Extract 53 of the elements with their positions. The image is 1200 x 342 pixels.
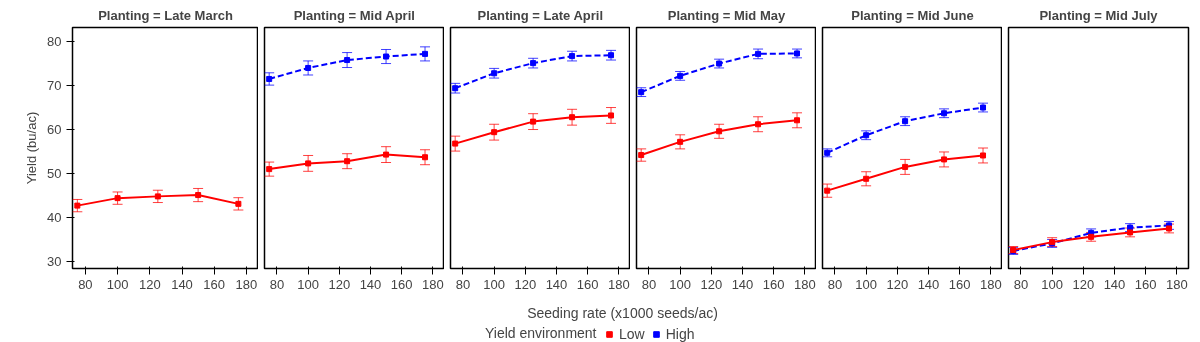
- x-tick-label: 100: [483, 276, 505, 292]
- x-tick-label: 120: [138, 276, 161, 292]
- chart-title: Planting = Mid July: [1039, 7, 1159, 23]
- y-tick-label: 50: [47, 166, 62, 182]
- x-tick-label: 80: [269, 276, 285, 292]
- x-tick-label: 140: [917, 276, 940, 292]
- x-tick-label: 160: [762, 276, 785, 292]
- x-tick-label: 80: [641, 276, 657, 292]
- x-tick-label: 120: [700, 276, 723, 292]
- chart-title: Planting = Late April: [477, 7, 604, 23]
- x-tick-label: 80: [455, 276, 471, 292]
- legend-label: Low: [619, 326, 645, 342]
- y-axis-title: Yield (bu/ac): [24, 111, 40, 185]
- y-tick-label: 70: [47, 78, 62, 94]
- x-tick-label: 180: [607, 276, 630, 292]
- y-tick-label: 80: [47, 34, 62, 50]
- x-tick-label: 160: [948, 276, 971, 292]
- x-tick-label: 80: [827, 276, 843, 292]
- x-tick-label: 180: [235, 276, 258, 292]
- x-tick-label: 120: [514, 276, 537, 292]
- x-tick-label: 120: [886, 276, 909, 292]
- x-tick-label: 180: [793, 276, 816, 292]
- x-tick-label: 140: [1103, 276, 1126, 292]
- x-axis-title: Seeding rate (x1000 seeds/ac): [527, 304, 718, 321]
- x-tick-label: 100: [1041, 276, 1063, 292]
- x-tick-label: 160: [576, 276, 599, 292]
- x-tick-label: 100: [106, 276, 129, 292]
- x-tick-label: 80: [1013, 276, 1029, 292]
- legend-label: High: [665, 326, 695, 342]
- x-tick-label: 140: [171, 276, 193, 292]
- x-tick-label: 140: [545, 276, 568, 292]
- x-tick-label: 120: [1072, 276, 1095, 292]
- y-tick-label: 30: [47, 253, 62, 269]
- legend-title: Yield environment: [484, 324, 597, 341]
- x-tick-label: 180: [421, 276, 444, 292]
- chart-title: Planting = Late March: [98, 7, 233, 23]
- x-tick-label: 160: [203, 276, 226, 292]
- chart-title: Planting = Mid June: [851, 7, 974, 23]
- x-tick-label: 80: [78, 276, 93, 292]
- x-tick-label: 140: [731, 276, 754, 292]
- y-tick-label: 40: [47, 209, 62, 225]
- x-tick-label: 100: [297, 276, 319, 292]
- x-tick-label: 160: [1134, 276, 1157, 292]
- x-tick-label: 120: [328, 276, 351, 292]
- x-tick-label: 140: [359, 276, 382, 292]
- chart-title: Planting = Mid May: [667, 7, 786, 23]
- x-tick-label: 100: [855, 276, 877, 292]
- chart-title: Planting = Mid April: [293, 7, 415, 23]
- x-tick-label: 180: [979, 276, 1002, 292]
- x-tick-label: 160: [390, 276, 413, 292]
- x-tick-label: 180: [1165, 276, 1188, 292]
- y-tick-label: 60: [47, 122, 62, 138]
- x-tick-label: 100: [669, 276, 691, 292]
